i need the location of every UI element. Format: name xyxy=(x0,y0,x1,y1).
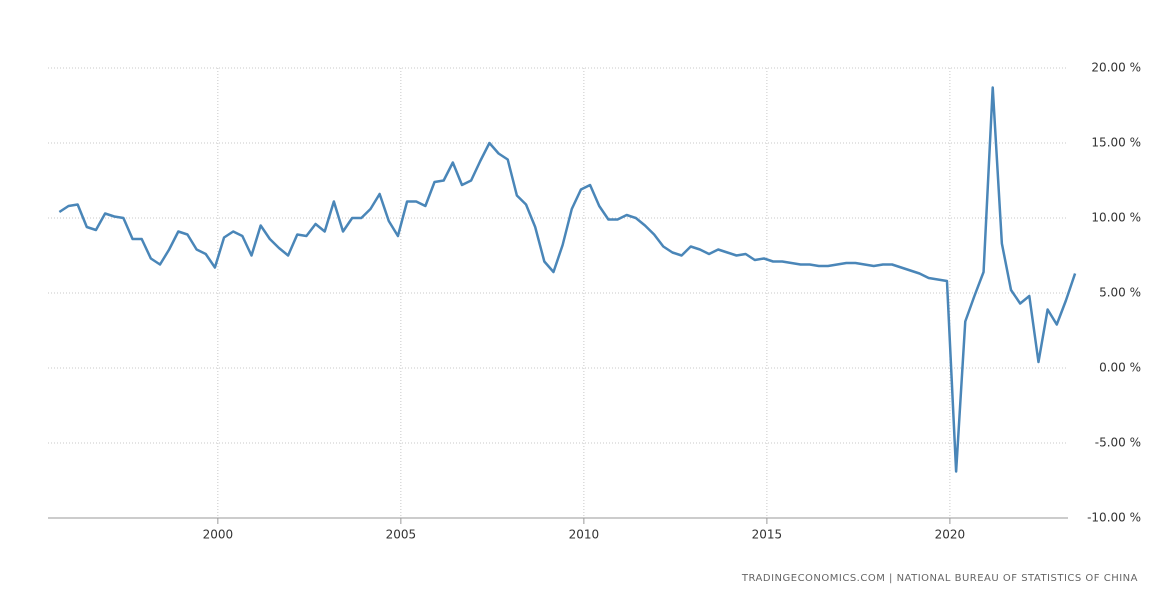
x-tick-label: 2010 xyxy=(569,528,600,542)
y-tick-label: -5.00 % xyxy=(1095,436,1141,450)
y-tick-label: 5.00 % xyxy=(1099,286,1141,300)
y-tick-label: -10.00 % xyxy=(1087,511,1141,525)
source: TRADINGECONOMICS.COM | NATIONAL BUREAU O… xyxy=(741,573,1138,584)
line xyxy=(58,86,1077,473)
x-tick-label: 2015 xyxy=(752,528,783,542)
y-tick-label: 10.00 % xyxy=(1091,211,1141,225)
x-tick-label: 2005 xyxy=(386,528,417,542)
x-tick-label: 2020 xyxy=(935,528,966,542)
y-tick-label: 15.00 % xyxy=(1091,136,1141,150)
y-tick-label: 20.00 % xyxy=(1091,61,1141,75)
y-tick-label: 0.00 % xyxy=(1099,361,1141,375)
x-tick-label: 2000 xyxy=(203,528,234,542)
